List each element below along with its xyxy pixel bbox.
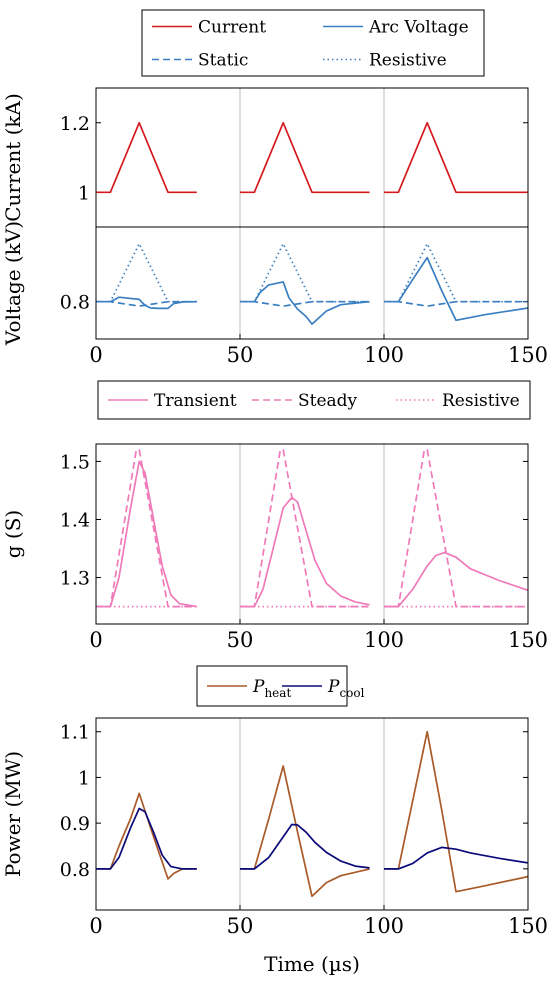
plot-frame <box>95 443 529 625</box>
x-axis-label: Time (µs) <box>264 952 360 976</box>
y-tick-label: 0.9 <box>60 813 90 835</box>
y-tick-label: 0.8 <box>60 859 90 881</box>
panel-3: 0.8 0.9 1 1.1 Power (MW) 0 50 100 150 Time (µs) <box>1 717 548 976</box>
x-tick-label: 150 <box>508 914 548 938</box>
y-axis-label: Power (MW) <box>1 751 25 877</box>
series-line-arc-voltage <box>384 256 528 322</box>
y-axis-label: Current (kA) <box>1 93 25 222</box>
y-tick-label: 1.4 <box>60 509 90 531</box>
legend-label: Arc Voltage <box>368 18 469 38</box>
series-line-p-cool <box>240 823 370 870</box>
legend-label-subscript: cool <box>339 686 364 700</box>
x-tick-label: 150 <box>508 628 548 652</box>
x-tick-label: 0 <box>89 343 102 367</box>
plot-frame <box>95 226 529 340</box>
x-tick-label: 50 <box>227 914 254 938</box>
plot-frame <box>95 717 529 911</box>
x-tick-label: 100 <box>364 343 404 367</box>
series-line-steady <box>384 448 528 608</box>
legend-box <box>141 9 485 77</box>
series-line-p-cool <box>96 807 197 870</box>
x-tick-label: 50 <box>227 343 254 367</box>
y-tick-label: 1.2 <box>60 113 90 135</box>
series-line-transient <box>240 496 370 608</box>
y-axis-label: Voltage (kV) <box>1 221 25 346</box>
legend-box <box>97 380 531 420</box>
y-tick-label: 1 <box>78 767 90 789</box>
series-line-current <box>384 121 528 194</box>
panel-1: 1 1.2 Current (kA) 0.8 Voltage (kV) 0 50 100 150 <box>1 87 548 367</box>
series-line-current <box>96 121 197 194</box>
legend-label: Resistive <box>369 51 447 71</box>
series-line-transient <box>96 460 197 608</box>
plot-frame <box>95 87 529 228</box>
series-line-p-heat <box>240 765 370 898</box>
legend-label: Static <box>198 51 248 71</box>
y-tick-label: 1.3 <box>60 568 90 590</box>
legend-label: Resistive <box>442 391 520 411</box>
legend-label: Current <box>198 18 266 38</box>
series-line-transient <box>384 551 528 608</box>
y-axis-label: g (S) <box>1 510 25 558</box>
legend-label: Steady <box>298 391 358 411</box>
series-line-p-heat <box>384 730 528 893</box>
series-line-current <box>240 121 370 194</box>
x-tick-label: 0 <box>89 914 102 938</box>
legend-label: Transient <box>154 391 237 411</box>
y-tick-label: 1.5 <box>60 451 90 473</box>
x-tick-label: 0 <box>89 628 102 652</box>
series-line-resistive <box>384 242 528 303</box>
legend-label-subscript: heat <box>264 686 291 700</box>
series-line-arc-voltage <box>240 281 370 325</box>
y-tick-label: 1 <box>78 182 90 204</box>
y-tick-label: 0.8 <box>60 292 90 314</box>
panel-2: 1.3 1.4 1.5 g (S) 0 50 100 150 <box>1 443 548 652</box>
series-line-steady <box>96 448 197 608</box>
series-line-p-heat <box>96 792 197 880</box>
series-line-arc-voltage <box>96 296 197 310</box>
x-tick-label: 150 <box>508 343 548 367</box>
series-line-resistive <box>240 242 370 303</box>
series-line-resistive <box>96 242 197 303</box>
x-tick-label: 50 <box>227 628 254 652</box>
y-tick-label: 1.1 <box>60 722 90 744</box>
x-tick-label: 100 <box>364 628 404 652</box>
x-tick-label: 100 <box>364 914 404 938</box>
series-line-p-cool <box>384 846 528 870</box>
